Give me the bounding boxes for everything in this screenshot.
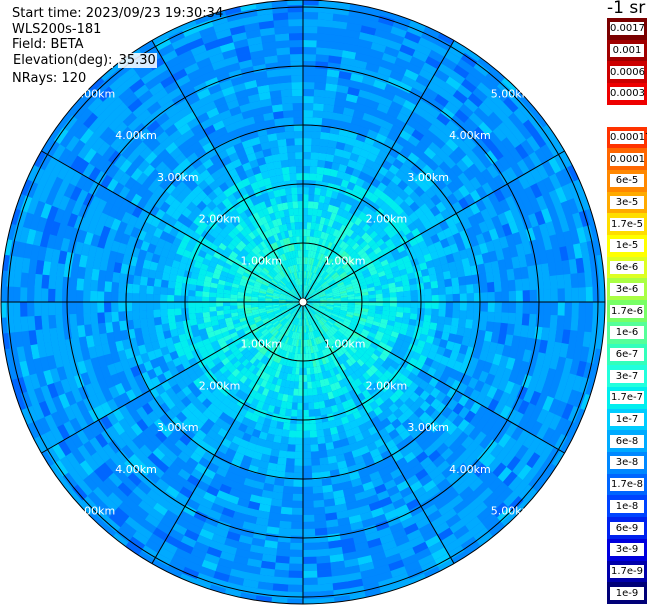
range-label: 4.00km — [449, 129, 491, 142]
colorbar-tick-label: 6e-9 — [610, 521, 644, 535]
range-label: 4.00km — [449, 463, 491, 476]
colorbar-tick-label: 0.0017 — [610, 22, 645, 36]
azimuth-spoke — [302, 150, 565, 303]
azimuth-spoke — [151, 301, 304, 564]
ppi-field — [1, 0, 605, 604]
field-line: Field: BETA — [12, 37, 84, 52]
colorbar-tick-label: 3e-6 — [610, 282, 644, 296]
colorbar-tick-label: 1.7e-5 — [610, 217, 644, 231]
start-time-value: 2023/09/23 19:30:34 — [85, 6, 224, 21]
range-label: 3.00km — [407, 421, 449, 434]
start-time-line: Start time: 2023/09/23 19:30:34 — [12, 6, 223, 21]
azimuth-spoke — [302, 301, 455, 564]
range-label: 3.00km — [157, 421, 199, 434]
range-label: 2.00km — [199, 213, 241, 226]
range-label: 1.00km — [324, 338, 366, 351]
azimuth-spoke — [302, 301, 565, 454]
colorbar-tick-label: 3e-7 — [610, 369, 644, 383]
range-label: 3.00km — [407, 171, 449, 184]
range-label: 1.00km — [241, 338, 283, 351]
colorbar-tick-label: 1e-9 — [610, 586, 644, 600]
colorbar-tick-label: 1e-8 — [610, 499, 644, 513]
center-marker — [298, 297, 308, 307]
colorbar-tick-label: 1.7e-9 — [610, 564, 644, 578]
range-label: 5.00km — [491, 87, 533, 100]
range-label: 2.00km — [366, 213, 408, 226]
range-label: 1.00km — [324, 254, 366, 267]
colorbar-tick-label: 0.0006 — [610, 65, 645, 79]
azimuth-spoke — [41, 301, 304, 454]
range-ring-grid — [0, 0, 606, 605]
range-label: 4.00km — [115, 463, 157, 476]
colorbar-tick-label: 1e-5 — [610, 239, 644, 253]
range-label: 2.00km — [366, 379, 408, 392]
colorbar-tick-label: 6e-6 — [610, 261, 644, 275]
colorbar-tick-label: 6e-7 — [610, 347, 644, 361]
instrument-name: WLS200s-181 — [12, 22, 102, 37]
azimuth-spoke — [41, 150, 304, 303]
colorbar-tick-label: 3e-5 — [610, 195, 644, 209]
colorbar-tick-label: 0.0001 — [610, 152, 645, 166]
range-label: 4.00km — [115, 129, 157, 142]
range-label: 5.00km — [74, 505, 116, 518]
colorbar-swatch — [607, 104, 647, 128]
elevation-value: 35.30 — [117, 53, 157, 68]
colorbar-tick-label: 1.7e-8 — [610, 478, 644, 492]
azimuth-spoke — [302, 40, 455, 303]
nrays-label: NRays: — [12, 71, 58, 86]
colorbar-tick-label: 1.7e-7 — [610, 391, 644, 405]
colorbar-tick-label: 3e-9 — [610, 543, 644, 557]
colorbar-tick-label: 6e-5 — [610, 174, 644, 188]
nrays-line: NRays: 120 — [12, 71, 86, 86]
colorbar-tick-label: 6e-8 — [610, 434, 644, 448]
colorbar-title: -1 sr — [607, 0, 646, 18]
field-value: BETA — [50, 37, 84, 52]
colorbar-tick-label: 0.0003 — [610, 87, 645, 101]
range-labels: 1.00km 1.00km 1.00km 1.00km 2.00km 2.00km 2.00… — [74, 87, 533, 517]
colorbar-tick-label: 1e-7 — [610, 413, 644, 427]
range-label: 5.00km — [491, 505, 533, 518]
azimuth-spoke — [151, 40, 304, 303]
nrays-value: 120 — [61, 71, 87, 86]
range-label: 2.00km — [199, 379, 241, 392]
elevation-line: Elevation(deg): 35.30 — [12, 53, 157, 68]
field-label: Field: — [12, 37, 47, 52]
colorbar-tick-label: 3e-8 — [610, 456, 644, 470]
range-label: 5.00km — [74, 87, 116, 100]
start-time-label: Start time: — [12, 6, 82, 21]
colorbar-tick-label: 1.7e-6 — [610, 304, 644, 318]
colorbar-tick-label: 0.00017 — [610, 130, 647, 144]
range-label: 3.00km — [157, 171, 199, 184]
range-label: 1.00km — [241, 254, 283, 267]
elevation-label: Elevation(deg): — [12, 53, 114, 68]
colorbar-tick-label: 0.001 — [610, 44, 644, 58]
colorbar-tick-label: 1e-6 — [610, 326, 644, 340]
